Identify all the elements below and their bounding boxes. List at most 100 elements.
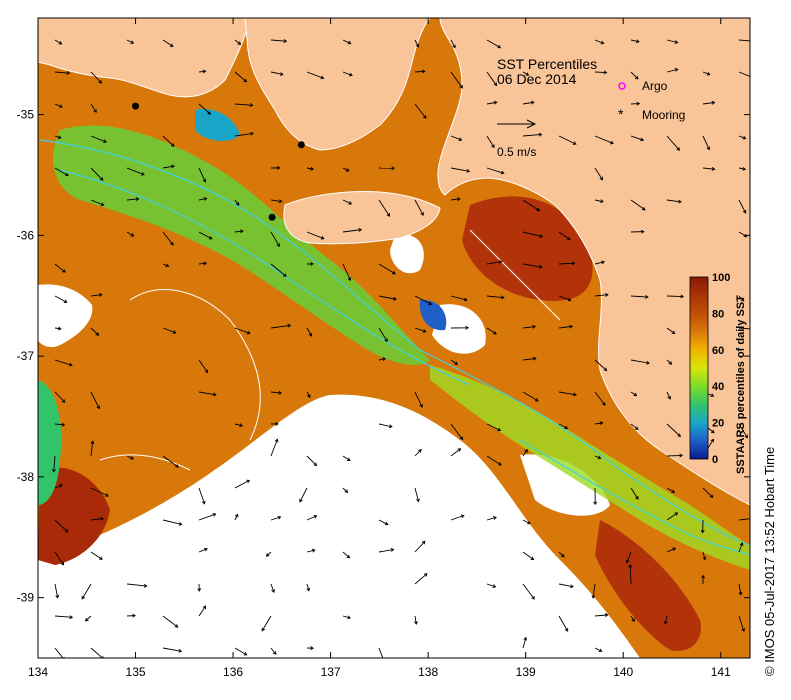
current-vector-arrowhead <box>384 338 388 343</box>
current-vector-arrowhead <box>58 41 63 45</box>
y-axis: -35 -36 -37 -38 -39 <box>17 108 750 605</box>
current-vector-arrow <box>594 199 604 203</box>
current-vector-arrow <box>342 39 351 44</box>
current-vector-arrowhead <box>706 71 711 76</box>
current-vector-arrowhead <box>261 627 266 632</box>
current-vector-arrowhead <box>243 78 248 83</box>
current-vector-arrow <box>126 455 134 460</box>
current-vector-arrow <box>270 516 281 521</box>
current-vector-arrow <box>594 39 604 44</box>
current-vector-arrowhead <box>272 651 277 655</box>
current-vector-arrowhead <box>165 263 170 268</box>
current-vector-arrowhead <box>96 405 100 410</box>
imos-credit: © IMOS 05-Jul-2017 13:52 Hobart Time <box>762 446 777 676</box>
colorbar-tick-label: 60 <box>712 345 724 357</box>
current-vector-arrowhead <box>532 356 537 361</box>
current-vector-arrowhead <box>742 135 747 140</box>
current-vector-arrow <box>126 198 139 201</box>
current-vector-arrowhead <box>239 229 244 234</box>
current-vector-arrow <box>198 605 206 617</box>
current-vector-arrow <box>234 39 241 45</box>
current-vector-arrowhead <box>276 165 281 170</box>
current-vector-arrowhead <box>635 39 640 44</box>
current-vector-arrow <box>666 423 681 437</box>
current-vector-arrowhead <box>591 595 596 599</box>
current-vector-arrow <box>414 327 426 333</box>
colorbar-bar <box>689 276 709 460</box>
current-vector-arrowhead <box>428 301 433 306</box>
current-vector-arrow <box>54 167 69 176</box>
current-vector-arrow <box>450 448 461 457</box>
current-vector-arrowhead <box>459 436 464 441</box>
current-vector-arrow <box>450 135 462 141</box>
vector-scale-arrowhead <box>526 119 537 129</box>
current-vector-arrowhead <box>246 479 251 484</box>
current-vector-arrow <box>594 261 605 265</box>
current-vector-arrow <box>270 263 287 277</box>
current-vector-arrow <box>666 135 680 151</box>
colorbar-tick-label: 100 <box>712 272 730 284</box>
current-vector-arrow <box>306 231 324 240</box>
y-tick-label: -36 <box>17 228 35 242</box>
current-vector-arrow <box>450 71 463 89</box>
current-vector-arrowhead <box>313 462 318 467</box>
current-vector-arrow <box>630 135 644 141</box>
current-vector-arrowhead <box>530 556 535 561</box>
current-vector-arrow <box>486 167 504 174</box>
current-vector-arrowhead <box>388 424 393 429</box>
current-vector-arrowhead <box>415 43 420 48</box>
legend-mooring-label: Mooring <box>642 108 685 122</box>
colorbar-tick-label: 40 <box>712 381 724 393</box>
current-vector-arrowhead <box>98 79 103 84</box>
current-vector-arrow <box>630 39 640 43</box>
nodata-region-east <box>520 454 610 516</box>
current-vector-arrowhead <box>598 648 603 653</box>
current-vector-arrowhead <box>347 615 352 620</box>
current-vector-arrowhead <box>422 329 427 333</box>
current-vector-arrow <box>666 327 675 334</box>
current-vector-arrow <box>522 551 534 560</box>
current-vector-arrow <box>198 70 206 73</box>
x-tick-label: 141 <box>711 665 731 679</box>
current-vector-arrowhead <box>741 628 746 633</box>
current-vector-arrowhead <box>640 137 645 142</box>
current-vector-arrowhead <box>527 520 531 525</box>
current-vector-arrow <box>162 327 176 334</box>
current-vector-arrow <box>342 551 350 559</box>
current-vector-arrowhead <box>625 559 630 564</box>
current-vector-arrowhead <box>386 213 391 217</box>
current-vector-arrow <box>378 295 397 300</box>
current-vector-arrow <box>342 263 351 281</box>
current-vector-arrowhead <box>678 199 682 204</box>
current-vector-arrowhead <box>287 323 292 328</box>
current-vector-arrowhead <box>93 109 97 113</box>
current-vector-arrowhead <box>250 131 255 136</box>
current-vector-arrow <box>90 294 102 297</box>
current-vector-arrowhead <box>100 202 105 207</box>
current-vector-arrow <box>558 262 575 265</box>
current-vector-arrowhead <box>635 496 639 500</box>
current-vector-arrowhead <box>539 264 543 269</box>
current-vector-arrowhead <box>418 448 422 453</box>
current-vector-arrow <box>54 519 69 533</box>
current-vector-arrow <box>414 103 427 119</box>
current-vector-arrow <box>486 71 497 86</box>
current-vector-arrowhead <box>384 521 389 526</box>
legend: Argo * Mooring 0.5 m/s <box>497 79 685 159</box>
current-vector-arrowhead <box>61 399 66 403</box>
current-vector-arrowhead <box>711 100 716 105</box>
current-vector-arrowhead <box>279 72 284 76</box>
current-vector-arrowhead <box>423 573 428 577</box>
current-vector-arrow <box>558 423 568 429</box>
nodata-region-south <box>38 394 640 658</box>
current-vector-arrowhead <box>57 135 62 140</box>
current-vector-arrowhead <box>57 326 62 331</box>
current-vector-arrowhead <box>143 583 148 588</box>
current-vector-arrow <box>162 39 174 47</box>
current-vector-arrowhead <box>178 522 183 526</box>
current-vector-arrow <box>342 487 348 493</box>
current-vector-arrowhead <box>52 468 56 473</box>
current-vector-arrowhead <box>169 43 174 47</box>
current-vector-arrow <box>54 359 73 366</box>
current-vector-arrowhead <box>202 178 207 183</box>
